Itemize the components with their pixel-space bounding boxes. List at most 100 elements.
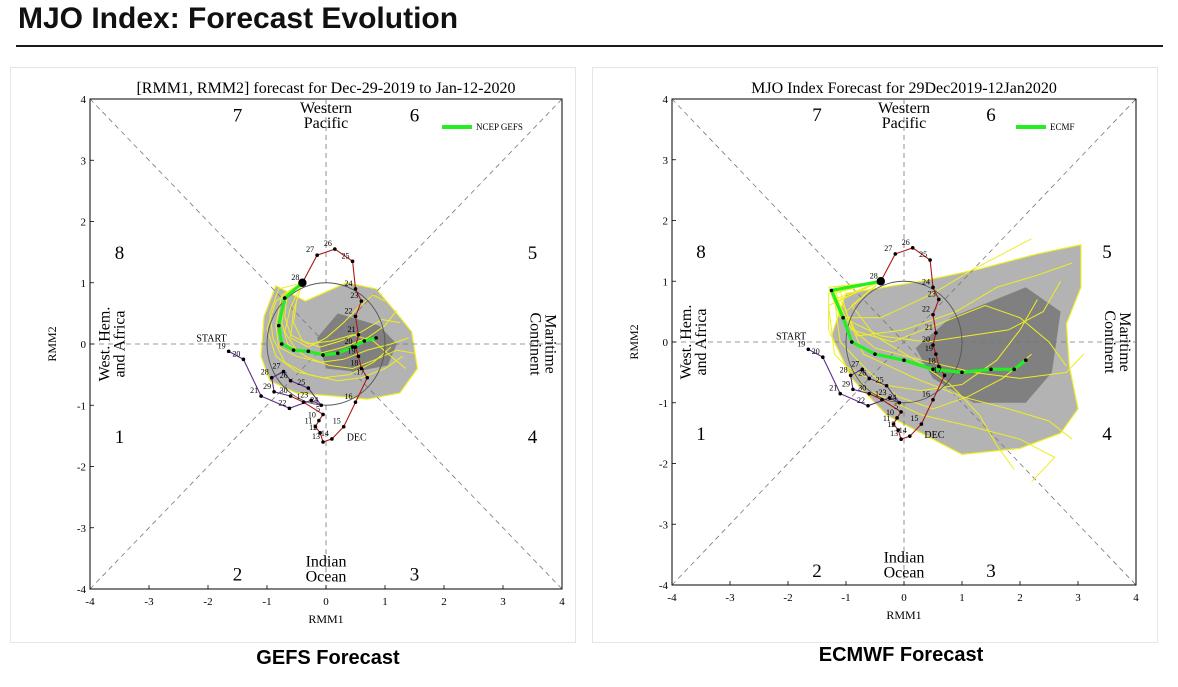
- observed-dec-point: [330, 437, 334, 441]
- gefs-panel-frame: [10, 67, 576, 643]
- observed-dec-point: [318, 431, 322, 435]
- observed-dec-point: [931, 343, 935, 347]
- observed-nov-point: [806, 347, 811, 352]
- y-tick-label: 4: [663, 94, 669, 106]
- observed-dec-label: 12: [887, 420, 895, 429]
- observed-dec-point: [893, 252, 898, 256]
- ensemble-member-line: [266, 282, 392, 379]
- observed-nov-point: [860, 367, 865, 372]
- x-tick-label: -1: [262, 596, 271, 608]
- x-tick-label: 2: [441, 596, 447, 608]
- ensemble-member-line: [828, 280, 1038, 392]
- observed-dec-label: 19: [347, 346, 355, 355]
- y-tick-label: 4: [81, 94, 87, 106]
- observed-dec-label: 21: [347, 325, 355, 334]
- observed-nov-point: [272, 389, 276, 394]
- observed-dec-label: 24: [345, 279, 353, 288]
- observed-dec-label: 21: [925, 323, 933, 332]
- x-tick-label: 3: [500, 596, 506, 608]
- observed-nov-label: 21: [829, 384, 837, 393]
- observed-dec-label: 10: [308, 411, 316, 420]
- y-tick-label: -1: [77, 400, 86, 412]
- observed-dec-point: [333, 247, 337, 251]
- ensemble-member-line: [851, 280, 1015, 470]
- phase-number-label: 5: [1102, 242, 1112, 263]
- observed-nov-label: 26: [280, 371, 288, 380]
- observed-dec-point: [350, 259, 355, 264]
- observed-nov-label: 19: [218, 341, 226, 350]
- ensemble-member-line: [833, 280, 1067, 367]
- observed-nov-label: 27: [273, 362, 281, 371]
- y-tick-label: -2: [659, 459, 668, 471]
- x-tick-label: 1: [382, 596, 388, 608]
- observed-dec-label: 18: [928, 356, 936, 365]
- observed-nov-line: [228, 350, 322, 409]
- y-tick-label: -4: [77, 584, 87, 596]
- observed-nov-label: 22: [278, 398, 286, 407]
- start-label: START: [776, 331, 806, 342]
- observed-dec-point: [928, 258, 932, 262]
- forecast-point: [1012, 367, 1016, 372]
- observed-nov-label: 30: [280, 386, 288, 395]
- observed-dec-point: [321, 440, 325, 444]
- observed-dec-point: [895, 416, 899, 420]
- phase-number-label: 1: [115, 427, 125, 448]
- forecast-point: [841, 315, 845, 320]
- forecast-start-point: [876, 277, 885, 286]
- observed-dec-point: [934, 331, 938, 335]
- observed-dec-point: [910, 246, 915, 250]
- observed-nov-label: 26: [858, 368, 866, 377]
- observed-nov-point: [851, 387, 855, 392]
- observed-dec-label: 19: [925, 344, 933, 353]
- observed-dec-point: [931, 312, 935, 317]
- y-tick-label: -2: [77, 462, 86, 474]
- observed-dec-point: [353, 345, 358, 349]
- x-tick-label: 4: [1133, 592, 1139, 604]
- phase-number-label: 3: [410, 565, 420, 586]
- observed-dec-point: [899, 410, 903, 414]
- region-label-west-hem: West. Hem.: [97, 307, 114, 382]
- ensemble-member-line: [828, 280, 1056, 483]
- observed-nov-label: 29: [263, 382, 271, 391]
- observed-dec-line: [290, 248, 368, 443]
- region-label-maritime: Maritime: [1116, 312, 1133, 372]
- phase-number-label: 2: [233, 565, 243, 586]
- ensemble-member-line: [833, 280, 1032, 410]
- observed-dec-label: 13: [890, 429, 898, 438]
- region-label-indian-ocean: Indian: [884, 550, 925, 567]
- observed-nov-point: [306, 386, 311, 390]
- observed-nov-point: [867, 391, 871, 396]
- observed-dec-point: [891, 422, 896, 426]
- observed-nov-label: 25: [297, 378, 305, 387]
- phase-number-label: 4: [528, 427, 538, 448]
- ensemble-member-line: [833, 280, 1085, 379]
- x-tick-label: -4: [85, 596, 95, 608]
- y-tick-label: 0: [81, 339, 87, 351]
- y-axis-label: RMM2: [627, 324, 641, 359]
- x-axis-label: RMM1: [308, 612, 343, 626]
- observed-dec-label: 11: [883, 414, 891, 423]
- x-axis-label: RMM1: [886, 608, 921, 622]
- observed-dec-label: 11: [305, 417, 313, 426]
- observed-dec-point: [317, 418, 321, 423]
- observed-dec-label: 23: [350, 291, 358, 300]
- forecast-point: [902, 358, 906, 363]
- observed-nov-label: 27: [851, 359, 859, 368]
- y-tick-label: 2: [663, 216, 669, 228]
- observed-dec-point: [353, 400, 358, 404]
- observed-nov-label: 22: [857, 396, 865, 405]
- ensemble-member-line: [827, 238, 1032, 319]
- forecast-point: [374, 336, 378, 340]
- observed-nov-label: 28: [261, 368, 269, 377]
- x-tick-label: 4: [559, 596, 565, 608]
- ecmwf-panel-frame: [592, 67, 1158, 643]
- observed-dec-label: 28: [291, 273, 299, 282]
- y-tick-label: 1: [81, 278, 87, 290]
- observed-dec-point: [359, 299, 364, 303]
- region-label-west-pacific: Pacific: [882, 115, 926, 132]
- observed-nov-point: [319, 403, 324, 408]
- observed-dec-point: [313, 424, 318, 429]
- title-divider: [16, 45, 1163, 47]
- observed-nov-point: [897, 400, 902, 405]
- observed-dec-label: 22: [345, 306, 353, 315]
